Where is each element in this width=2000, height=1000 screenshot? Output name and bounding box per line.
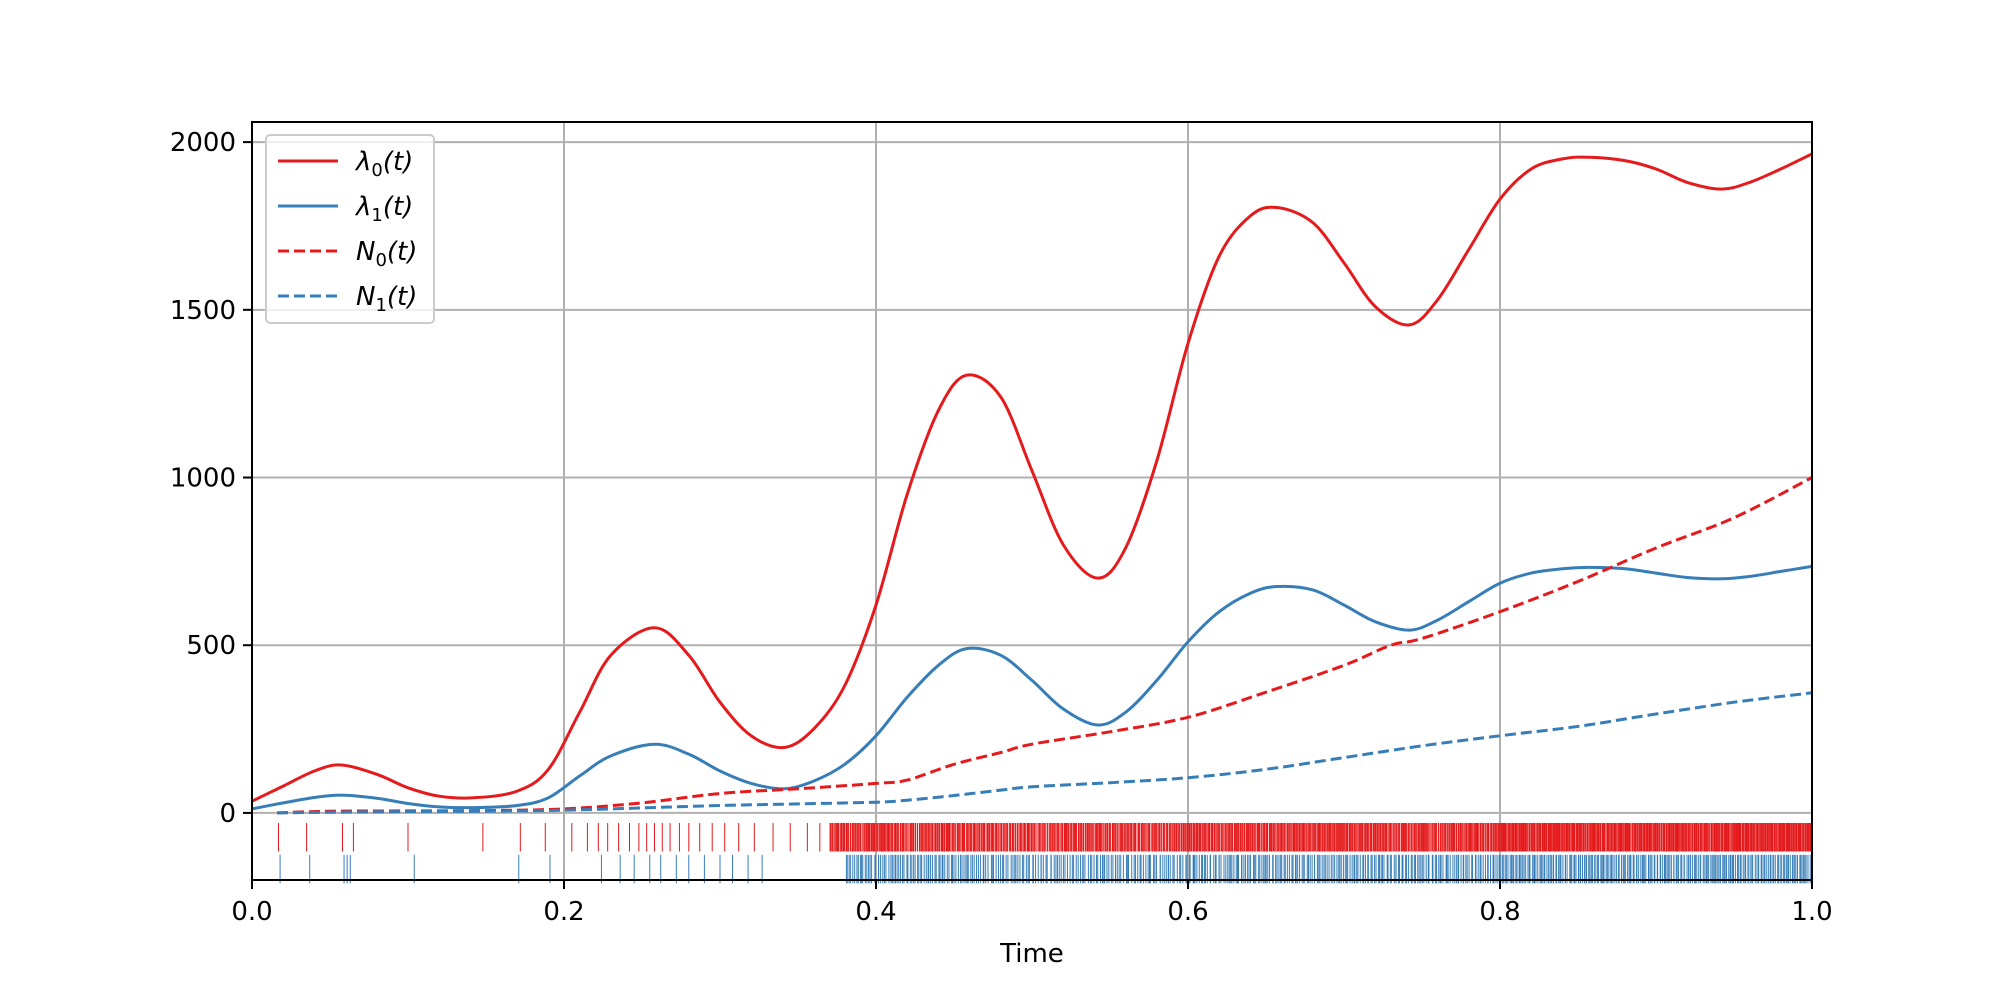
legend-label: N1(t) (356, 282, 417, 316)
events-0 (278, 822, 1813, 852)
y-tick-label-4: 2000 (170, 128, 236, 158)
legend-item-lambda1: λ1(t) (278, 192, 413, 226)
legend-box (265, 134, 435, 324)
event-rugs (278, 822, 1813, 884)
x-tick-label-1: 0.2 (543, 897, 584, 927)
legend-label: λ0(t) (354, 147, 413, 181)
events-1 (279, 854, 1813, 884)
lambda0-line (251, 152, 1813, 803)
grid (251, 122, 1813, 880)
plot-frame (251, 121, 1813, 881)
y-tick-label-0: 0 (219, 799, 236, 829)
legend-label: λ1(t) (354, 192, 413, 226)
legend-label: N0(t) (356, 237, 417, 271)
series-lines (251, 152, 1813, 815)
legend-item-n1: N1(t) (278, 282, 417, 316)
x-tick-label-3: 0.6 (1167, 897, 1208, 927)
n1-line (276, 691, 1813, 815)
y-tick-label-3: 1500 (170, 296, 236, 326)
y-tick-label-1: 500 (186, 631, 236, 661)
lambda1-line (251, 564, 1813, 811)
x-tick-label-4: 0.8 (1479, 897, 1520, 927)
ticks: 0.0 0.2 0.4 0.6 0.8 1.0 0 500 1000 1500 2000 (170, 128, 1833, 927)
x-tick-label-2: 0.4 (855, 897, 896, 927)
x-tick-label-5: 1.0 (1791, 897, 1832, 927)
x-tick-label-0: 0.0 (231, 897, 272, 927)
x-axis-label: Time (999, 939, 1064, 969)
legend-item-n0: N0(t) (278, 237, 417, 271)
legend: λ0(t) λ1(t) N0(t) N1(t) (265, 134, 435, 324)
legend-item-lambda0: λ0(t) (278, 147, 413, 181)
n0-line (276, 476, 1813, 815)
y-tick-label-2: 1000 (170, 464, 236, 494)
